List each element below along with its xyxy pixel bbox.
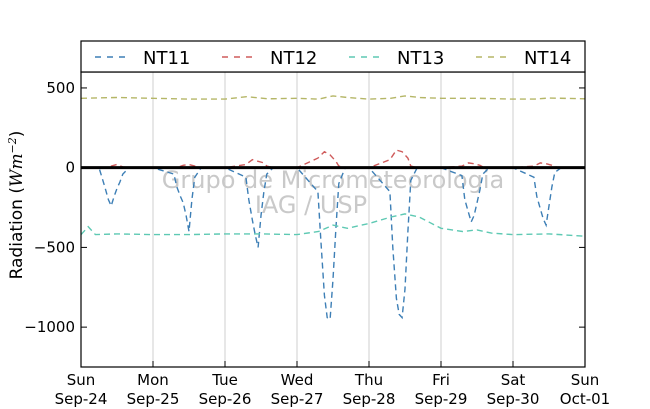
x-tick-label-day: Sun <box>571 371 600 389</box>
legend: NT11 NT12 NT13 NT14 <box>95 48 571 69</box>
x-tick-label-day: Mon <box>137 371 169 389</box>
series-nt13-line <box>80 213 586 237</box>
x-tick-label-date: Sep-28 <box>343 390 396 408</box>
x-tick-label-day: Sat <box>501 371 526 389</box>
y-tick-label: 500 <box>46 79 75 97</box>
legend-label-nt14: NT14 <box>524 48 571 69</box>
x-axis: SunSep-24MonSep-25TueSep-26WedSep-27ThuS… <box>55 361 610 408</box>
y-tick-label: 0 <box>65 159 75 177</box>
series-nt14-line <box>80 95 586 100</box>
y-axis-label: Radiation (Wm−2) <box>6 131 28 280</box>
y-tick-label: −1000 <box>24 318 75 336</box>
x-tick-label-date: Sep-29 <box>415 390 468 408</box>
y-axis: 500 0 −500 −1000 <box>24 79 585 336</box>
y-axis-label-unit: Wm <box>7 153 27 187</box>
series-nt12-line <box>81 149 585 169</box>
x-tick-label-date: Sep-26 <box>199 390 252 408</box>
plot-area <box>81 72 585 367</box>
x-gridlines <box>152 72 514 367</box>
y-tick-label: −500 <box>34 238 75 256</box>
x-tick-label-date: Sep-25 <box>127 390 180 408</box>
x-tick-label-date: Sep-30 <box>487 390 540 408</box>
x-tick-label-day: Wed <box>281 371 314 389</box>
series-nt11-line <box>81 166 585 321</box>
watermark-line-2: IAG / USP <box>255 191 367 219</box>
legend-label-nt12: NT12 <box>270 48 317 69</box>
legend-label-nt13: NT13 <box>397 48 444 69</box>
watermark-line-1: Grupo de Micrometeorologia <box>162 166 504 194</box>
y-axis-label-suffix: ) <box>7 131 27 138</box>
x-tick-label-date: Sep-24 <box>55 390 108 408</box>
x-tick-label-day: Tue <box>211 371 238 389</box>
y-axis-label-exponent: −2 <box>6 137 19 153</box>
x-tick-label-date: Oct-01 <box>560 390 610 408</box>
x-tick-label-day: Fri <box>432 371 450 389</box>
series-layer <box>80 95 586 321</box>
x-tick-label-day: Sun <box>67 371 96 389</box>
x-tick-label-day: Thu <box>354 371 383 389</box>
legend-label-nt11: NT11 <box>143 48 190 69</box>
y-axis-label-prefix: Radiation ( <box>7 187 27 279</box>
x-tick-label-date: Sep-27 <box>271 390 324 408</box>
